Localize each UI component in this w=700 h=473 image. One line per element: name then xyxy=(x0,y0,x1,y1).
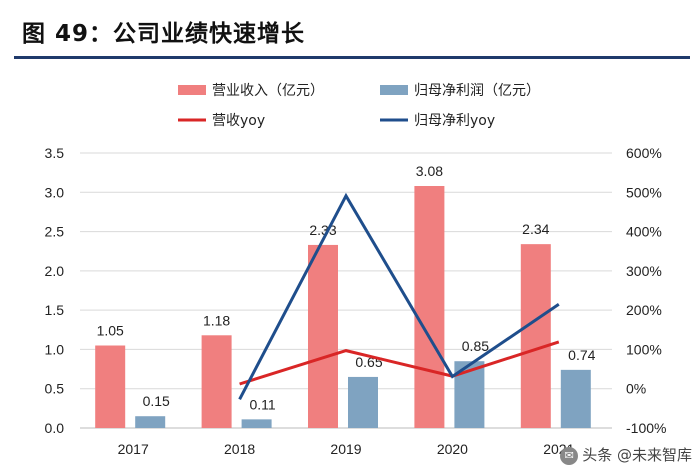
data-label: 0.11 xyxy=(249,396,275,412)
bar-revenue xyxy=(414,186,445,428)
y-left-tick-label: 3.5 xyxy=(45,145,65,161)
data-label: 1.18 xyxy=(203,312,230,328)
bar-revenue xyxy=(95,345,126,428)
y-left-tick-label: 0.0 xyxy=(45,420,65,436)
data-label: 3.08 xyxy=(416,163,443,179)
y-right-tick-label: 500% xyxy=(626,184,662,200)
y-right-tick-label: 300% xyxy=(626,263,662,279)
x-tick-label: 2018 xyxy=(224,441,255,457)
watermark-text: 头条 @未来智库 xyxy=(582,446,692,464)
y-right-tick-label: 600% xyxy=(626,145,662,161)
legend-label: 营业收入（亿元） xyxy=(212,83,324,99)
toutiao-icon: ✉ xyxy=(560,446,579,465)
bar-net-profit xyxy=(135,416,166,428)
line-net-profit-yoy xyxy=(238,192,560,401)
data-label: 0.74 xyxy=(568,347,595,363)
bar-net-profit xyxy=(241,419,272,428)
legend-label: 归母净利yoy xyxy=(414,112,495,129)
y-left-tick-label: 1.5 xyxy=(45,302,65,318)
bar-revenue xyxy=(520,244,551,428)
y-left-tick-label: 3.0 xyxy=(45,184,65,200)
legend-label: 营收yoy xyxy=(212,113,265,129)
y-left-tick-label: 0.5 xyxy=(45,381,65,397)
y-left-tick-label: 2.0 xyxy=(45,263,65,279)
data-label: 0.85 xyxy=(462,338,489,354)
y-right-tick-label: 200% xyxy=(626,302,662,318)
y-right-tick-label: 400% xyxy=(626,224,662,240)
y-right-tick-label: 0% xyxy=(626,381,646,397)
x-tick-label: 2017 xyxy=(118,441,149,457)
data-label: 0.15 xyxy=(143,393,170,409)
data-label: 1.05 xyxy=(97,323,124,339)
bar-net-profit xyxy=(348,376,378,428)
y-right-tick-label: 100% xyxy=(626,341,662,357)
bar-revenue xyxy=(308,244,338,428)
bar-revenue xyxy=(201,335,232,428)
legend-swatch xyxy=(380,85,408,95)
bar-net-profit xyxy=(560,369,591,428)
legend-swatch xyxy=(178,85,206,95)
data-label: 2.34 xyxy=(522,221,549,237)
x-tick-label: 2020 xyxy=(437,441,468,457)
line-revenue-yoy xyxy=(239,340,560,386)
x-tick-label: 2019 xyxy=(330,441,361,457)
y-right-tick-label: -100% xyxy=(626,420,666,436)
title-rule xyxy=(14,56,690,59)
watermark: ✉ 头条 @未来智库 xyxy=(560,444,692,465)
y-left-tick-label: 2.5 xyxy=(45,224,65,240)
figure-title: 图 49：公司业绩快速增长 xyxy=(22,21,306,47)
y-left-tick-label: 1.0 xyxy=(45,341,65,357)
legend-label: 归母净利润（亿元） xyxy=(414,82,540,99)
